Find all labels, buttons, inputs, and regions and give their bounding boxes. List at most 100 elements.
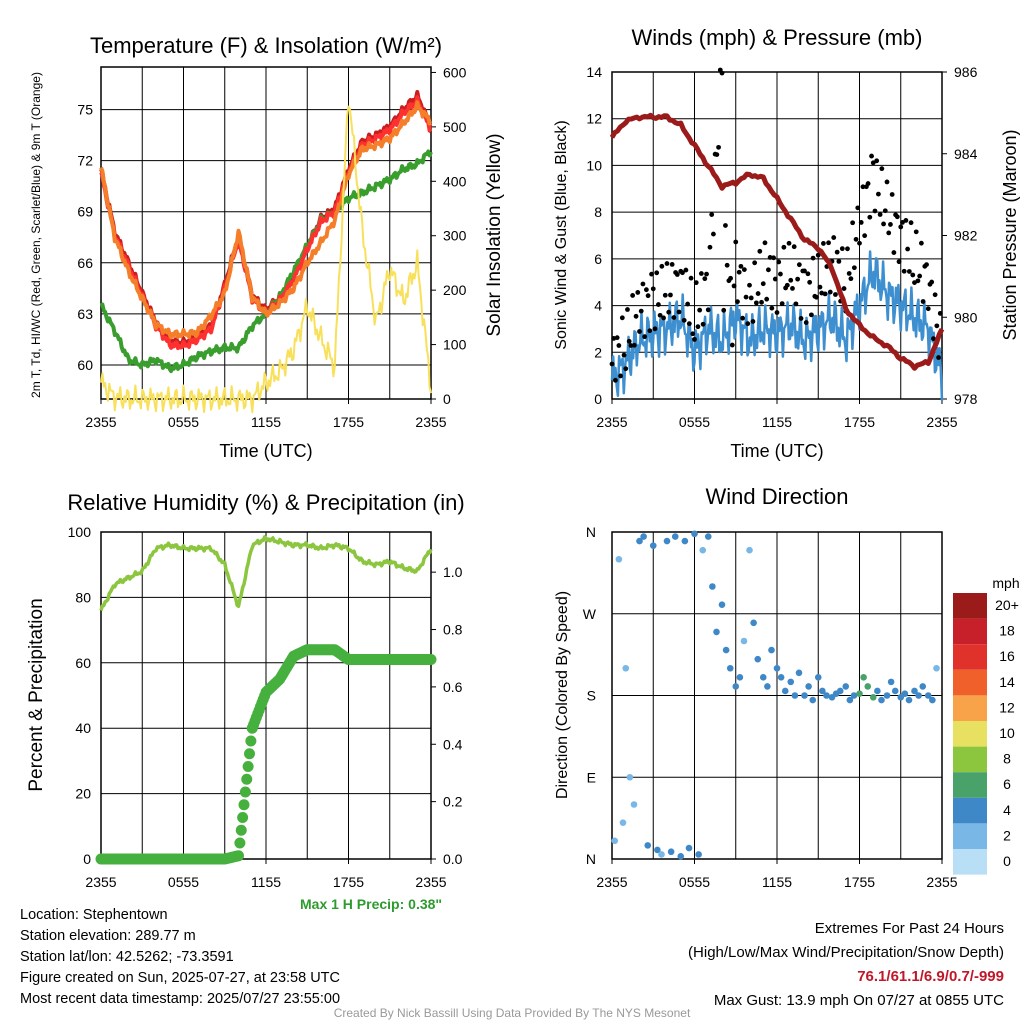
wind-gust-point: [647, 328, 653, 334]
wind-x-tick-label: 1755: [844, 414, 875, 430]
wdir-point: [819, 687, 826, 695]
extremes-title: Extremes For Past 24 Hours: [814, 920, 1004, 937]
wdir-point: [677, 852, 685, 860]
max-gust-text: Max Gust: 13.9 mph On 07/27 at 0855 UTC: [713, 992, 1004, 1009]
wind-gust-point: [836, 258, 842, 264]
wind-y-tick-label: 6: [594, 251, 602, 267]
wind-y-tick-label: 4: [594, 298, 602, 314]
wind-gust-point: [810, 255, 816, 261]
rh-y2-tick-label: 0.4: [443, 736, 463, 752]
created-text: Figure created on Sun, 2025-07-27, at 23…: [20, 970, 340, 986]
wind-gust-point: [796, 262, 802, 268]
wind-gust-point: [750, 319, 756, 324]
rh-x-tick-label: 1755: [333, 874, 364, 890]
wdir-point: [649, 542, 657, 549]
wind-x-tick-label: 1155: [762, 414, 792, 430]
legend-label: 10: [999, 725, 1015, 741]
wind-gust-point: [704, 271, 709, 277]
wdir-x-tick-label: 0555: [679, 874, 710, 890]
rh-precip-point: [245, 735, 257, 747]
wind-gust-point: [731, 283, 737, 289]
wdir-point: [695, 851, 702, 858]
wind-gust-point: [652, 326, 658, 332]
wdir-point: [919, 683, 927, 690]
wind-gust-point: [733, 239, 739, 245]
wind-gust-point: [760, 281, 766, 287]
wdir-point: [781, 687, 789, 695]
wind-gust-point: [702, 276, 708, 282]
wdir-point: [663, 537, 671, 545]
wdir-point: [777, 674, 785, 681]
wind-gust-point: [793, 301, 799, 307]
temp-xlabel: Time (UTC): [219, 441, 312, 461]
wind-gust-point: [633, 313, 639, 319]
wind-gust-point: [881, 221, 886, 227]
wdir-point: [619, 819, 627, 826]
wind-gust-point: [637, 329, 642, 334]
wind-gust-point: [613, 377, 618, 383]
wind-y2-tick-label: 984: [954, 146, 978, 162]
temp-y-tick-label: 72: [77, 153, 93, 169]
wind-gust-point: [688, 275, 694, 281]
wind-gust-point: [833, 292, 838, 297]
wind-title: Winds (mph) & Pressure (mb): [632, 25, 923, 50]
wdir-point: [644, 842, 652, 849]
legend-swatch: [953, 695, 987, 721]
wind-gust-point: [697, 307, 703, 313]
temp-y2-tick-label: 300: [443, 228, 467, 244]
rh-x-tick-label: 1155: [251, 874, 281, 890]
wind-gust-point: [862, 233, 868, 239]
wind-gust-point: [805, 271, 811, 277]
wind-gust-point: [690, 331, 696, 337]
wind-gust-point: [729, 342, 735, 348]
wind-gust-point: [827, 289, 833, 295]
rh-y-tick-label: 40: [75, 720, 91, 736]
wind-gust-point: [872, 208, 878, 214]
wind-y2-tick-label: 982: [954, 228, 978, 244]
temp-x-tick-label: 2355: [415, 414, 446, 430]
wdir-point: [915, 692, 922, 699]
legend-swatch: [953, 593, 987, 619]
legend-label: 8: [1003, 751, 1011, 767]
wdir-point: [636, 537, 643, 545]
wind-gust-point: [766, 267, 771, 273]
temp-series-line: [99, 100, 432, 340]
wdir-point: [864, 683, 872, 690]
wind-gust-point: [826, 240, 831, 246]
latlon-text: Station lat/lon: 42.5262; -73.3591: [20, 949, 234, 965]
rh-precip-point: [238, 799, 250, 811]
temp-y-tick-label: 75: [77, 102, 93, 118]
wind-gust-point: [869, 153, 874, 159]
temp-y-tick-label: 63: [77, 306, 93, 322]
wind-gust-point: [845, 246, 850, 252]
wind-gust-point: [936, 355, 941, 360]
wind-gust-point: [795, 276, 801, 282]
wdir-point: [874, 687, 881, 695]
rh-precip-point: [239, 786, 251, 798]
wind-gust-point: [705, 307, 711, 313]
wind-gust-point: [753, 300, 759, 306]
wdir-point: [718, 601, 726, 608]
wind-gust-point: [681, 317, 687, 323]
wdir-point: [685, 844, 693, 852]
wind-gust-point: [748, 295, 754, 301]
legend-swatch: [953, 823, 987, 849]
wdir-point: [681, 537, 689, 545]
wind-gust-point: [888, 222, 893, 227]
wind-gust-point: [937, 310, 943, 316]
wind-gust-point: [618, 373, 623, 379]
wdir-point: [654, 846, 661, 854]
wind-gust-point: [917, 273, 923, 279]
wind-gust-point: [686, 321, 692, 327]
wind-gust-point: [848, 276, 854, 282]
legend-label: 20+: [995, 597, 1019, 613]
legend-swatch: [953, 849, 987, 875]
wind-y-tick-label: 14: [586, 64, 602, 80]
wind-gust-point: [649, 271, 654, 277]
recent-text: Most recent data timestamp: 2025/07/27 2…: [20, 991, 341, 1007]
wdir-ylabel-left: Direction (Colored By Speed): [554, 591, 571, 799]
wdir-point: [699, 546, 707, 554]
rh-y2-tick-label: 1.0: [443, 564, 463, 580]
wdir-point: [869, 694, 877, 701]
wind-gust-point: [874, 158, 880, 164]
